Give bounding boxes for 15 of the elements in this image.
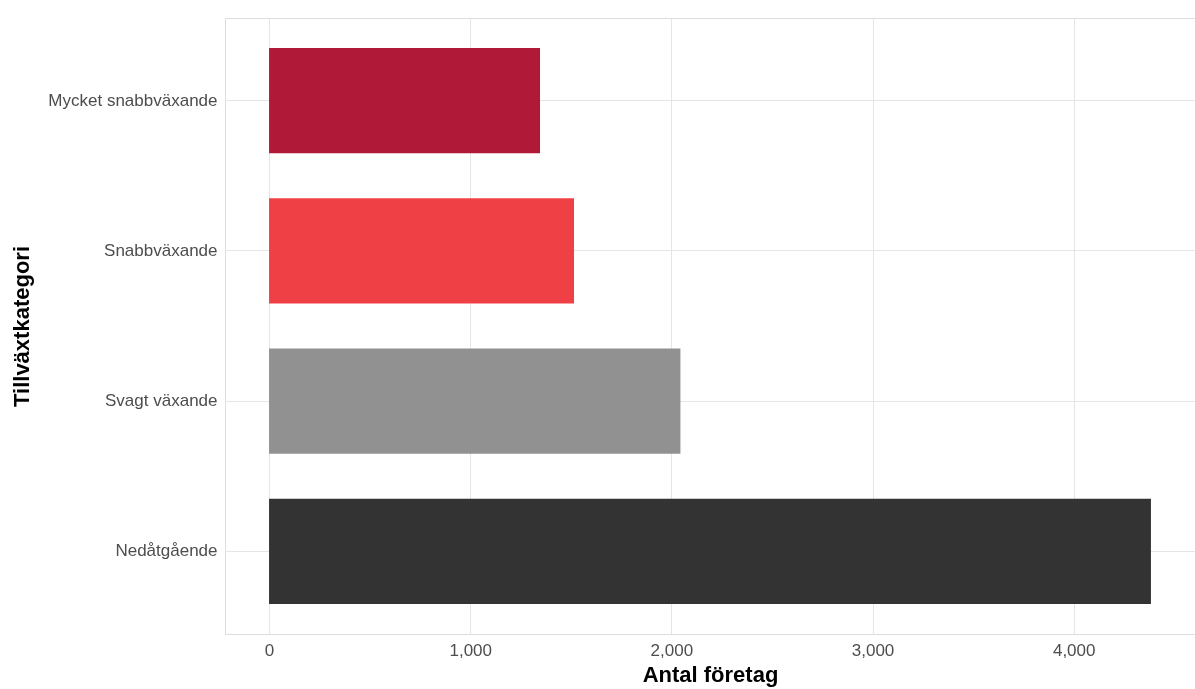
- x-axis-title: Antal företag: [642, 661, 779, 687]
- x-tick-label: 3,000: [851, 640, 895, 660]
- y-tick-label: Nedåtgående: [115, 541, 218, 561]
- x-tick-label: 1,000: [449, 640, 492, 660]
- bar: [269, 48, 541, 154]
- x-tick-label: 4,000: [1052, 640, 1096, 660]
- y-tick-label: Mycket snabbväxande: [48, 90, 218, 110]
- bar: [269, 348, 681, 454]
- y-tick-label: Snabbväxande: [104, 240, 218, 260]
- x-tick-label: 2,000: [650, 640, 694, 660]
- bar: [269, 198, 575, 304]
- y-axis-title: Tillväxtkategori: [9, 246, 35, 407]
- bar: [269, 498, 1151, 604]
- x-tick-label: 0: [264, 640, 275, 660]
- y-tick-label: Svagt växande: [105, 391, 218, 411]
